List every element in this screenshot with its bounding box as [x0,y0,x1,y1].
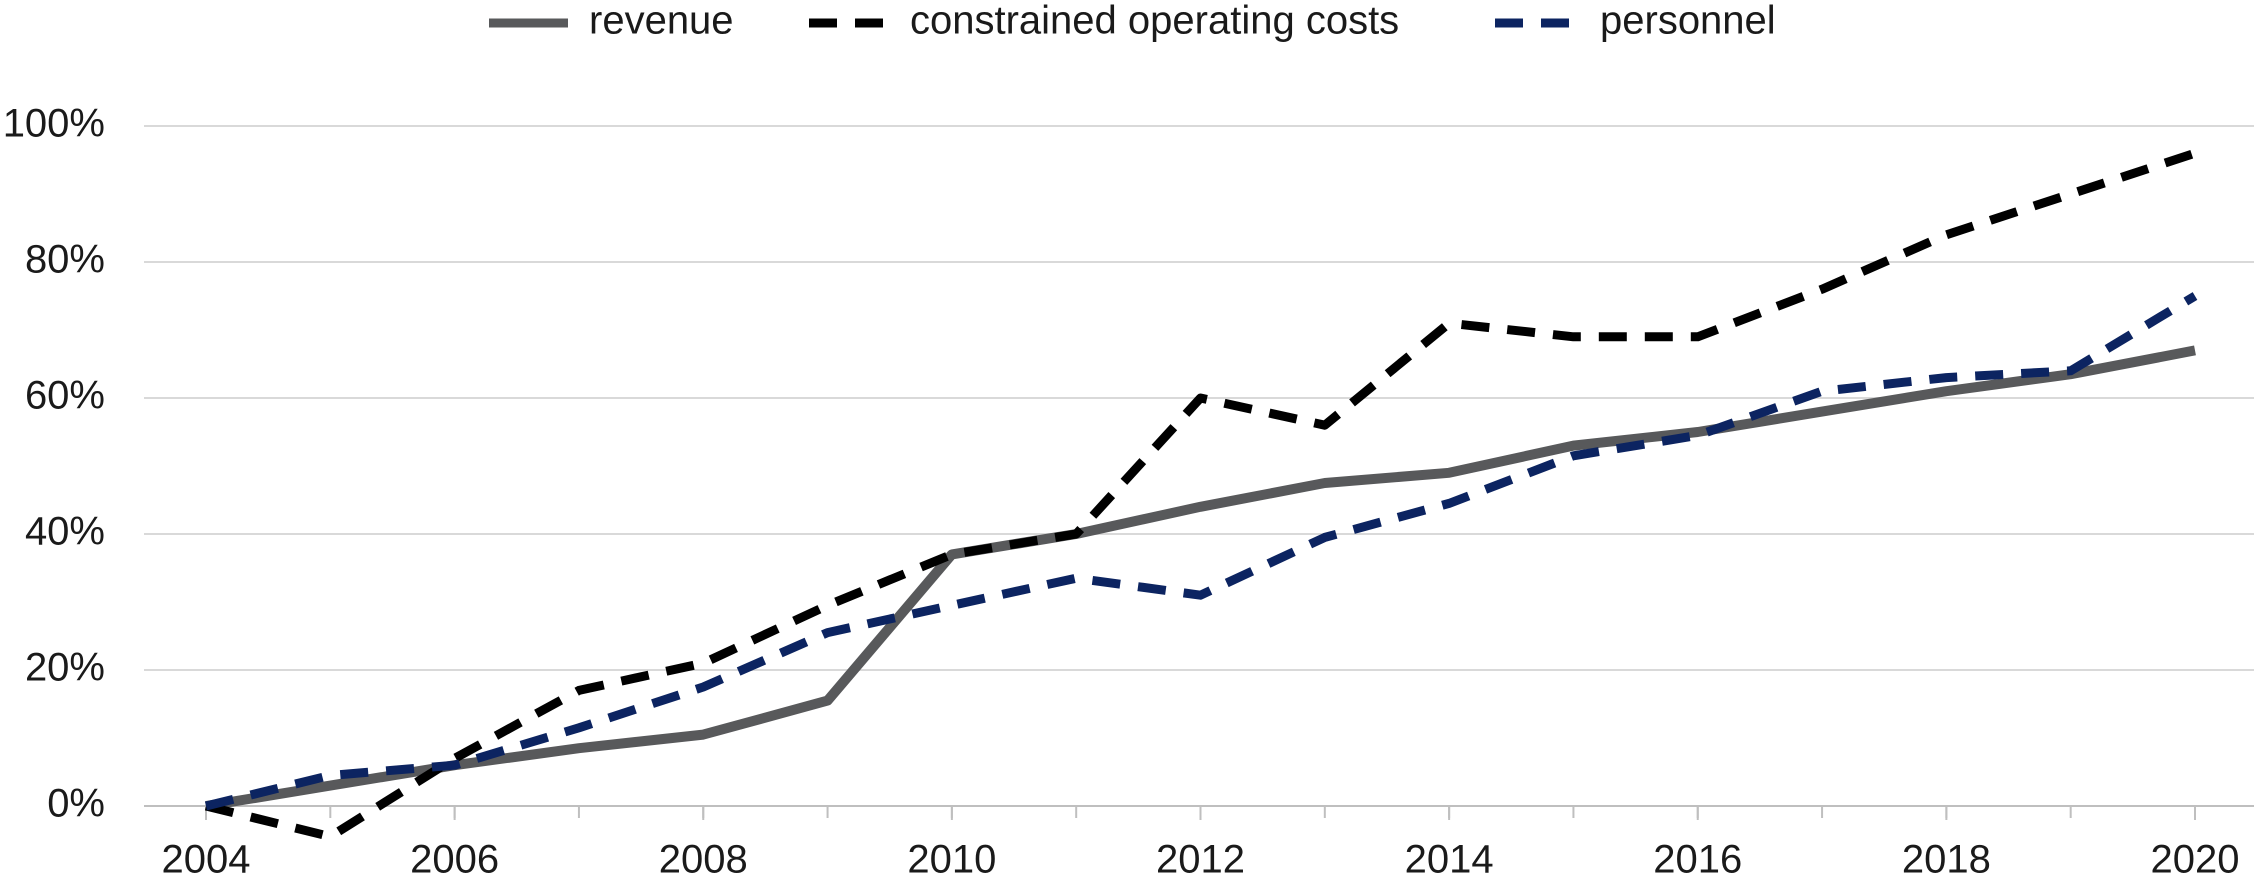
y-tick-label: 0% [47,782,105,826]
line-series [204,292,2198,811]
legend-label: constrained operating costs [910,0,1399,43]
line-series [205,345,2196,811]
x-tick-label: 2004 [162,838,251,882]
y-tick-label: 60% [25,374,105,418]
y-tick-label: 80% [25,238,105,282]
y-tick-label: 20% [25,646,105,690]
y-tick-label: 40% [25,510,105,554]
x-tick-label: 2006 [410,838,499,882]
x-tick-label: 2016 [1653,838,1742,882]
legend-label: revenue [589,0,734,43]
x-tick-label: 2008 [659,838,748,882]
x-tick-label: 2014 [1405,838,1494,882]
line-series [204,148,2197,842]
x-tick-label: 2012 [1156,838,1245,882]
legend-label: personnel [1600,0,1776,43]
x-tick-label: 2018 [1902,838,1991,882]
y-tick-label: 100% [3,102,105,146]
x-tick-label: 2020 [2151,838,2240,882]
x-tick-label: 2010 [907,838,996,882]
